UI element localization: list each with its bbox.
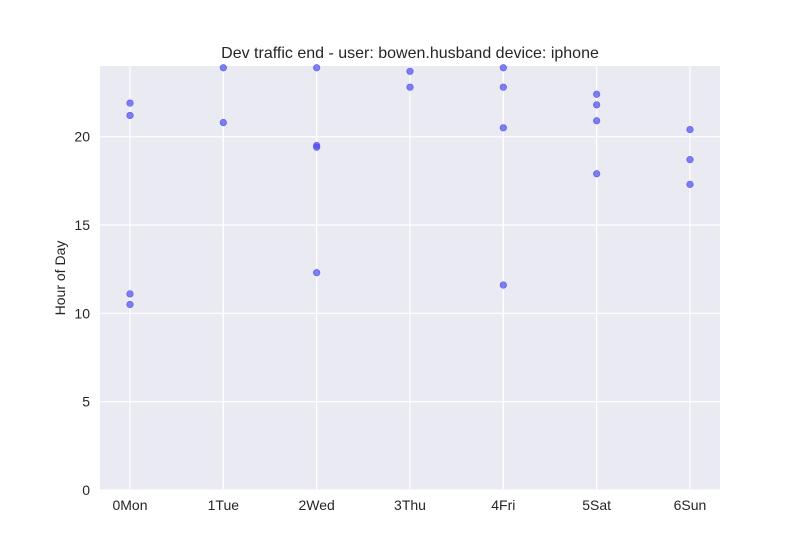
data-point: [499, 64, 507, 72]
data-point: [499, 124, 507, 132]
x-tick-label: 4Fri: [491, 497, 515, 513]
data-point: [593, 170, 601, 178]
data-point: [499, 83, 507, 91]
y-tick-label: 0: [82, 482, 90, 498]
data-point: [593, 117, 601, 125]
data-point: [219, 64, 227, 72]
data-point: [593, 90, 601, 98]
data-point: [313, 143, 321, 151]
data-point: [686, 180, 694, 188]
data-point: [406, 83, 414, 91]
data-point: [313, 64, 321, 72]
y-tick-label: 20: [74, 129, 90, 145]
data-point: [686, 126, 694, 134]
data-point: [686, 156, 694, 164]
y-tick-labels: 0 5 10 15 20: [74, 129, 90, 498]
x-tick-label: 1Tue: [208, 497, 240, 513]
x-tick-label: 6Sun: [674, 497, 707, 513]
x-tick-label: 5Sat: [582, 497, 611, 513]
data-point: [219, 118, 227, 127]
grid-lines: [100, 66, 720, 491]
data-point: [126, 290, 134, 298]
data-point: [406, 67, 414, 75]
data-point: [593, 101, 601, 109]
data-point: [126, 111, 134, 120]
y-tick-label: 5: [82, 394, 90, 410]
y-axis-label: Hour of Day: [52, 241, 68, 316]
y-tick-label: 15: [74, 217, 90, 233]
chart-title: Dev traffic end - user: bowen.husband de…: [221, 45, 599, 62]
data-points: [126, 64, 694, 309]
x-tick-label: 0Mon: [112, 497, 147, 513]
x-tick-label: 3Thu: [394, 497, 426, 513]
x-tick-labels: 0Mon 1Tue 2Wed 3Thu 4Fri 5Sat 6Sun: [112, 497, 706, 513]
x-tick-label: 2Wed: [299, 497, 335, 513]
data-point: [313, 269, 321, 277]
data-point: [126, 99, 134, 107]
data-point: [499, 281, 507, 289]
y-tick-label: 10: [74, 305, 90, 321]
data-point: [126, 300, 134, 309]
